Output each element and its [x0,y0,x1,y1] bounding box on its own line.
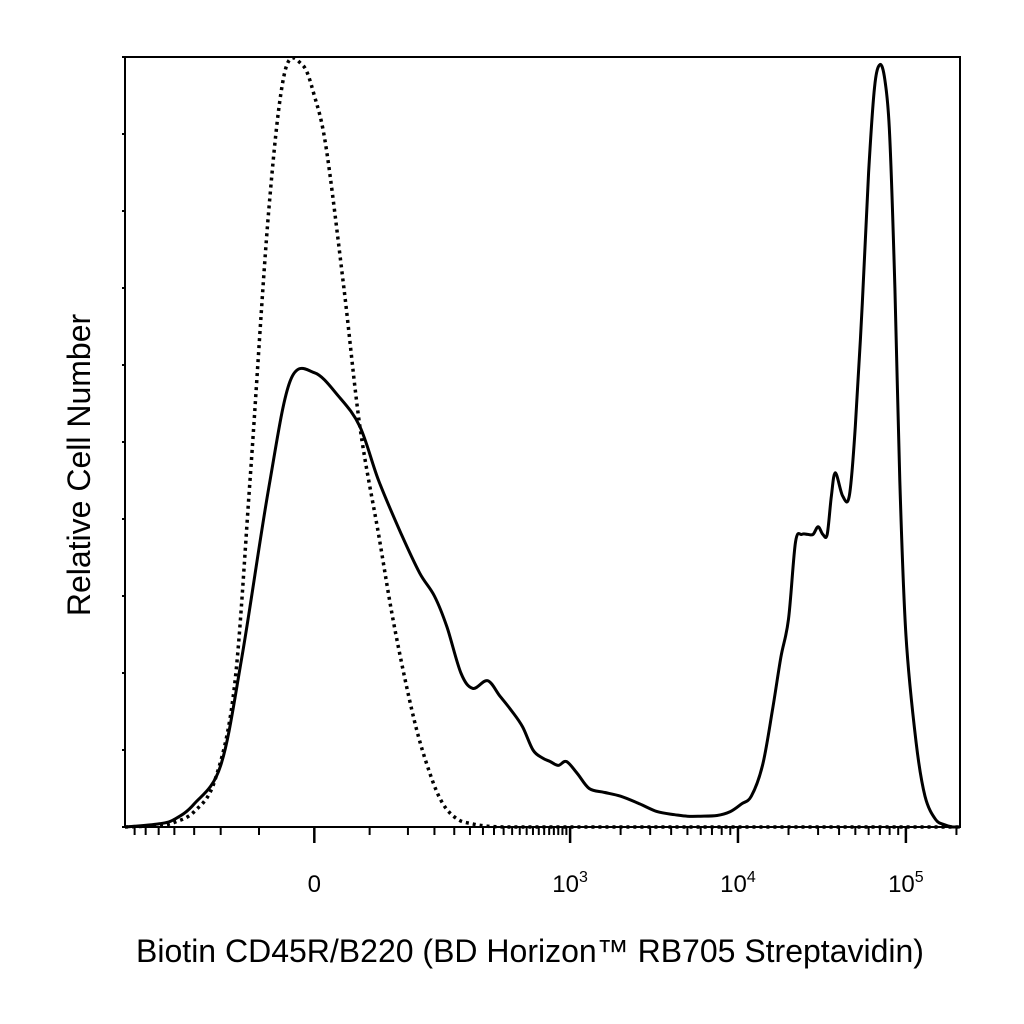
x-axis-tick-labels: 0 103 104 105 [308,869,924,898]
series-layer [124,56,960,829]
x-tick-label: 104 [720,869,756,898]
plot-area [124,56,961,828]
x-axis-ticks [122,56,958,843]
plot-frame [124,56,961,828]
x-axis-label: Biotin CD45R/B220 (BD Horizon™ RB705 Str… [136,933,924,969]
x-tick-label: 0 [308,871,321,898]
y-axis-label: Relative Cell Number [61,313,97,616]
solid-series-line [124,63,960,829]
dotted-series-line [124,56,960,829]
x-tick-label: 103 [552,869,588,898]
x-tick-label: 105 [888,869,924,898]
